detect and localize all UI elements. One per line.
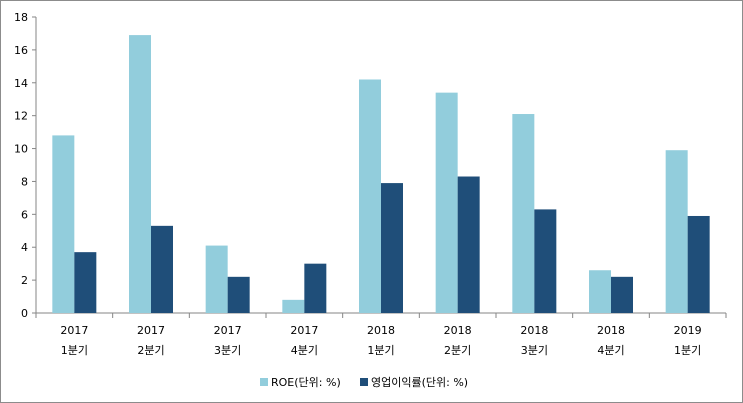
y-tick-label: 2 (21, 274, 28, 287)
x-tick-label-year: 2019 (674, 324, 702, 337)
legend-swatch (260, 378, 268, 386)
legend-label: ROE(단위: %) (271, 376, 341, 389)
bar-operating-margin (381, 183, 403, 313)
bar-operating-margin (74, 252, 97, 313)
y-tick-label: 10 (14, 143, 28, 156)
bar-operating-margin (151, 225, 173, 313)
x-tick-label-year: 2017 (137, 324, 165, 337)
bar-roe (52, 135, 75, 313)
bar-operating-margin (227, 276, 250, 313)
x-tick-label-quarter: 4분기 (597, 344, 624, 357)
bar-roe (435, 92, 458, 314)
y-tick-label: 14 (14, 77, 28, 90)
bar-roe (589, 270, 611, 313)
x-tick-label-year: 2017 (214, 324, 242, 337)
x-tick-label-quarter: 2분기 (137, 344, 164, 357)
x-tick-label-year: 2018 (520, 324, 548, 337)
bar-roe (359, 79, 381, 313)
x-tick-label-quarter: 3분기 (521, 344, 548, 357)
y-tick-label: 0 (21, 307, 28, 320)
x-tick-label-quarter: 3분기 (214, 344, 241, 357)
legend-label: 영업이익률(단위: %) (371, 376, 468, 389)
bar-roe (665, 150, 688, 313)
y-tick-label: 6 (21, 208, 28, 221)
x-tick-label-quarter: 1분기 (61, 344, 88, 357)
bar-roe (282, 299, 305, 313)
y-tick-label: 12 (14, 110, 28, 123)
x-tick-label-year: 2017 (290, 324, 318, 337)
y-tick-label: 4 (21, 241, 28, 254)
x-tick-label-year: 2018 (597, 324, 625, 337)
y-tick-label: 16 (14, 44, 28, 57)
x-tick-label-year: 2018 (444, 324, 472, 337)
legend-swatch (360, 378, 368, 386)
bar-roe (129, 35, 151, 313)
x-tick-label-year: 2017 (60, 324, 88, 337)
bar-roe (512, 114, 535, 314)
y-tick-label: 18 (14, 11, 28, 24)
bar-operating-margin (304, 263, 327, 313)
x-tick-label-quarter: 1분기 (674, 344, 701, 357)
x-tick-label-quarter: 2분기 (444, 344, 471, 357)
y-tick-label: 8 (21, 175, 28, 188)
bar-operating-margin (687, 215, 710, 313)
x-tick-label-quarter: 4분기 (291, 344, 318, 357)
bar-roe (205, 245, 228, 313)
bar-operating-margin (534, 209, 557, 313)
x-tick-label-year: 2018 (367, 324, 395, 337)
bar-operating-margin (611, 276, 633, 313)
x-tick-label-quarter: 1분기 (367, 344, 394, 357)
bar-operating-margin (457, 176, 480, 313)
